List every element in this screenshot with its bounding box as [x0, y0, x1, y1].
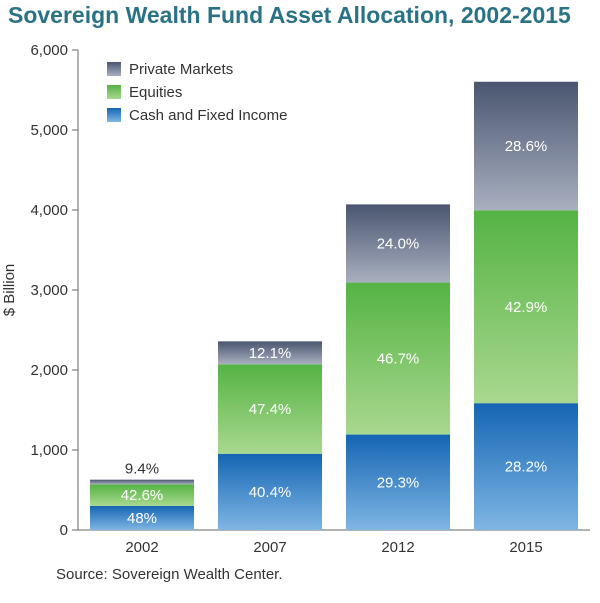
- y-tick-label: 4,000: [30, 202, 68, 219]
- bars: 48% 42.6% 9.4% 40.4% 47.4% 12.1% 29.3% 46.7% 24.…: [90, 81, 578, 530]
- legend-swatch: [107, 62, 121, 76]
- y-tick-label: 2,000: [30, 362, 68, 379]
- data-label: 29.3%: [377, 474, 420, 491]
- data-label: 12.1%: [249, 345, 292, 362]
- private-markets-bar: [346, 204, 450, 283]
- source-note: Source: Sovereign Wealth Center.: [56, 566, 283, 583]
- private-markets-bar: [90, 479, 194, 485]
- data-label: 47.4%: [249, 401, 292, 418]
- legend-label: Cash and Fixed Income: [129, 107, 287, 124]
- cash-fixed-income-bar: [474, 403, 578, 530]
- y-tick-label: 5,000: [30, 122, 68, 139]
- data-label: 46.7%: [377, 351, 420, 368]
- y-axis-title: $ Billion: [1, 264, 18, 317]
- data-label: 9.4%: [125, 461, 159, 478]
- data-label: 42.9%: [505, 299, 548, 316]
- y-tick-label: 0: [60, 522, 68, 539]
- y-tick-label: 3,000: [30, 282, 68, 299]
- data-label: 40.4%: [249, 484, 292, 501]
- data-label: 28.2%: [505, 459, 548, 476]
- cash-fixed-income-bar: [346, 434, 450, 530]
- x-tick-label: 2015: [509, 539, 542, 556]
- private-markets-bar: [218, 341, 322, 365]
- legend-label: Private Markets: [129, 61, 233, 78]
- cash-fixed-income-bar: [218, 453, 322, 530]
- data-label: 48%: [127, 510, 157, 527]
- y-tick-label: 1,000: [30, 442, 68, 459]
- data-label: 24.0%: [377, 235, 420, 252]
- axes: 0 1,000 2,000 3,000 4,000 5,000 6,000 $ Billion…: [1, 42, 590, 556]
- legend: Private Markets Equities Cash and Fixed In…: [107, 61, 287, 124]
- data-label: 28.6%: [505, 138, 548, 155]
- y-tick-label: 6,000: [30, 42, 68, 59]
- legend-label: Equities: [129, 84, 182, 101]
- equities-bar: [90, 484, 194, 506]
- x-tick-label: 2007: [253, 539, 286, 556]
- x-tick-label: 2002: [125, 539, 158, 556]
- chart-title: Sovereign Wealth Fund Asset Allocation, …: [8, 2, 571, 28]
- data-label: 42.6%: [121, 487, 164, 504]
- legend-swatch: [107, 85, 121, 99]
- equities-bar: [218, 364, 322, 454]
- equities-bar: [474, 210, 578, 404]
- legend-swatch: [107, 108, 121, 122]
- x-tick-label: 2012: [381, 539, 414, 556]
- cash-fixed-income-bar: [90, 505, 194, 530]
- equities-bar: [346, 282, 450, 435]
- private-markets-bar: [474, 81, 578, 211]
